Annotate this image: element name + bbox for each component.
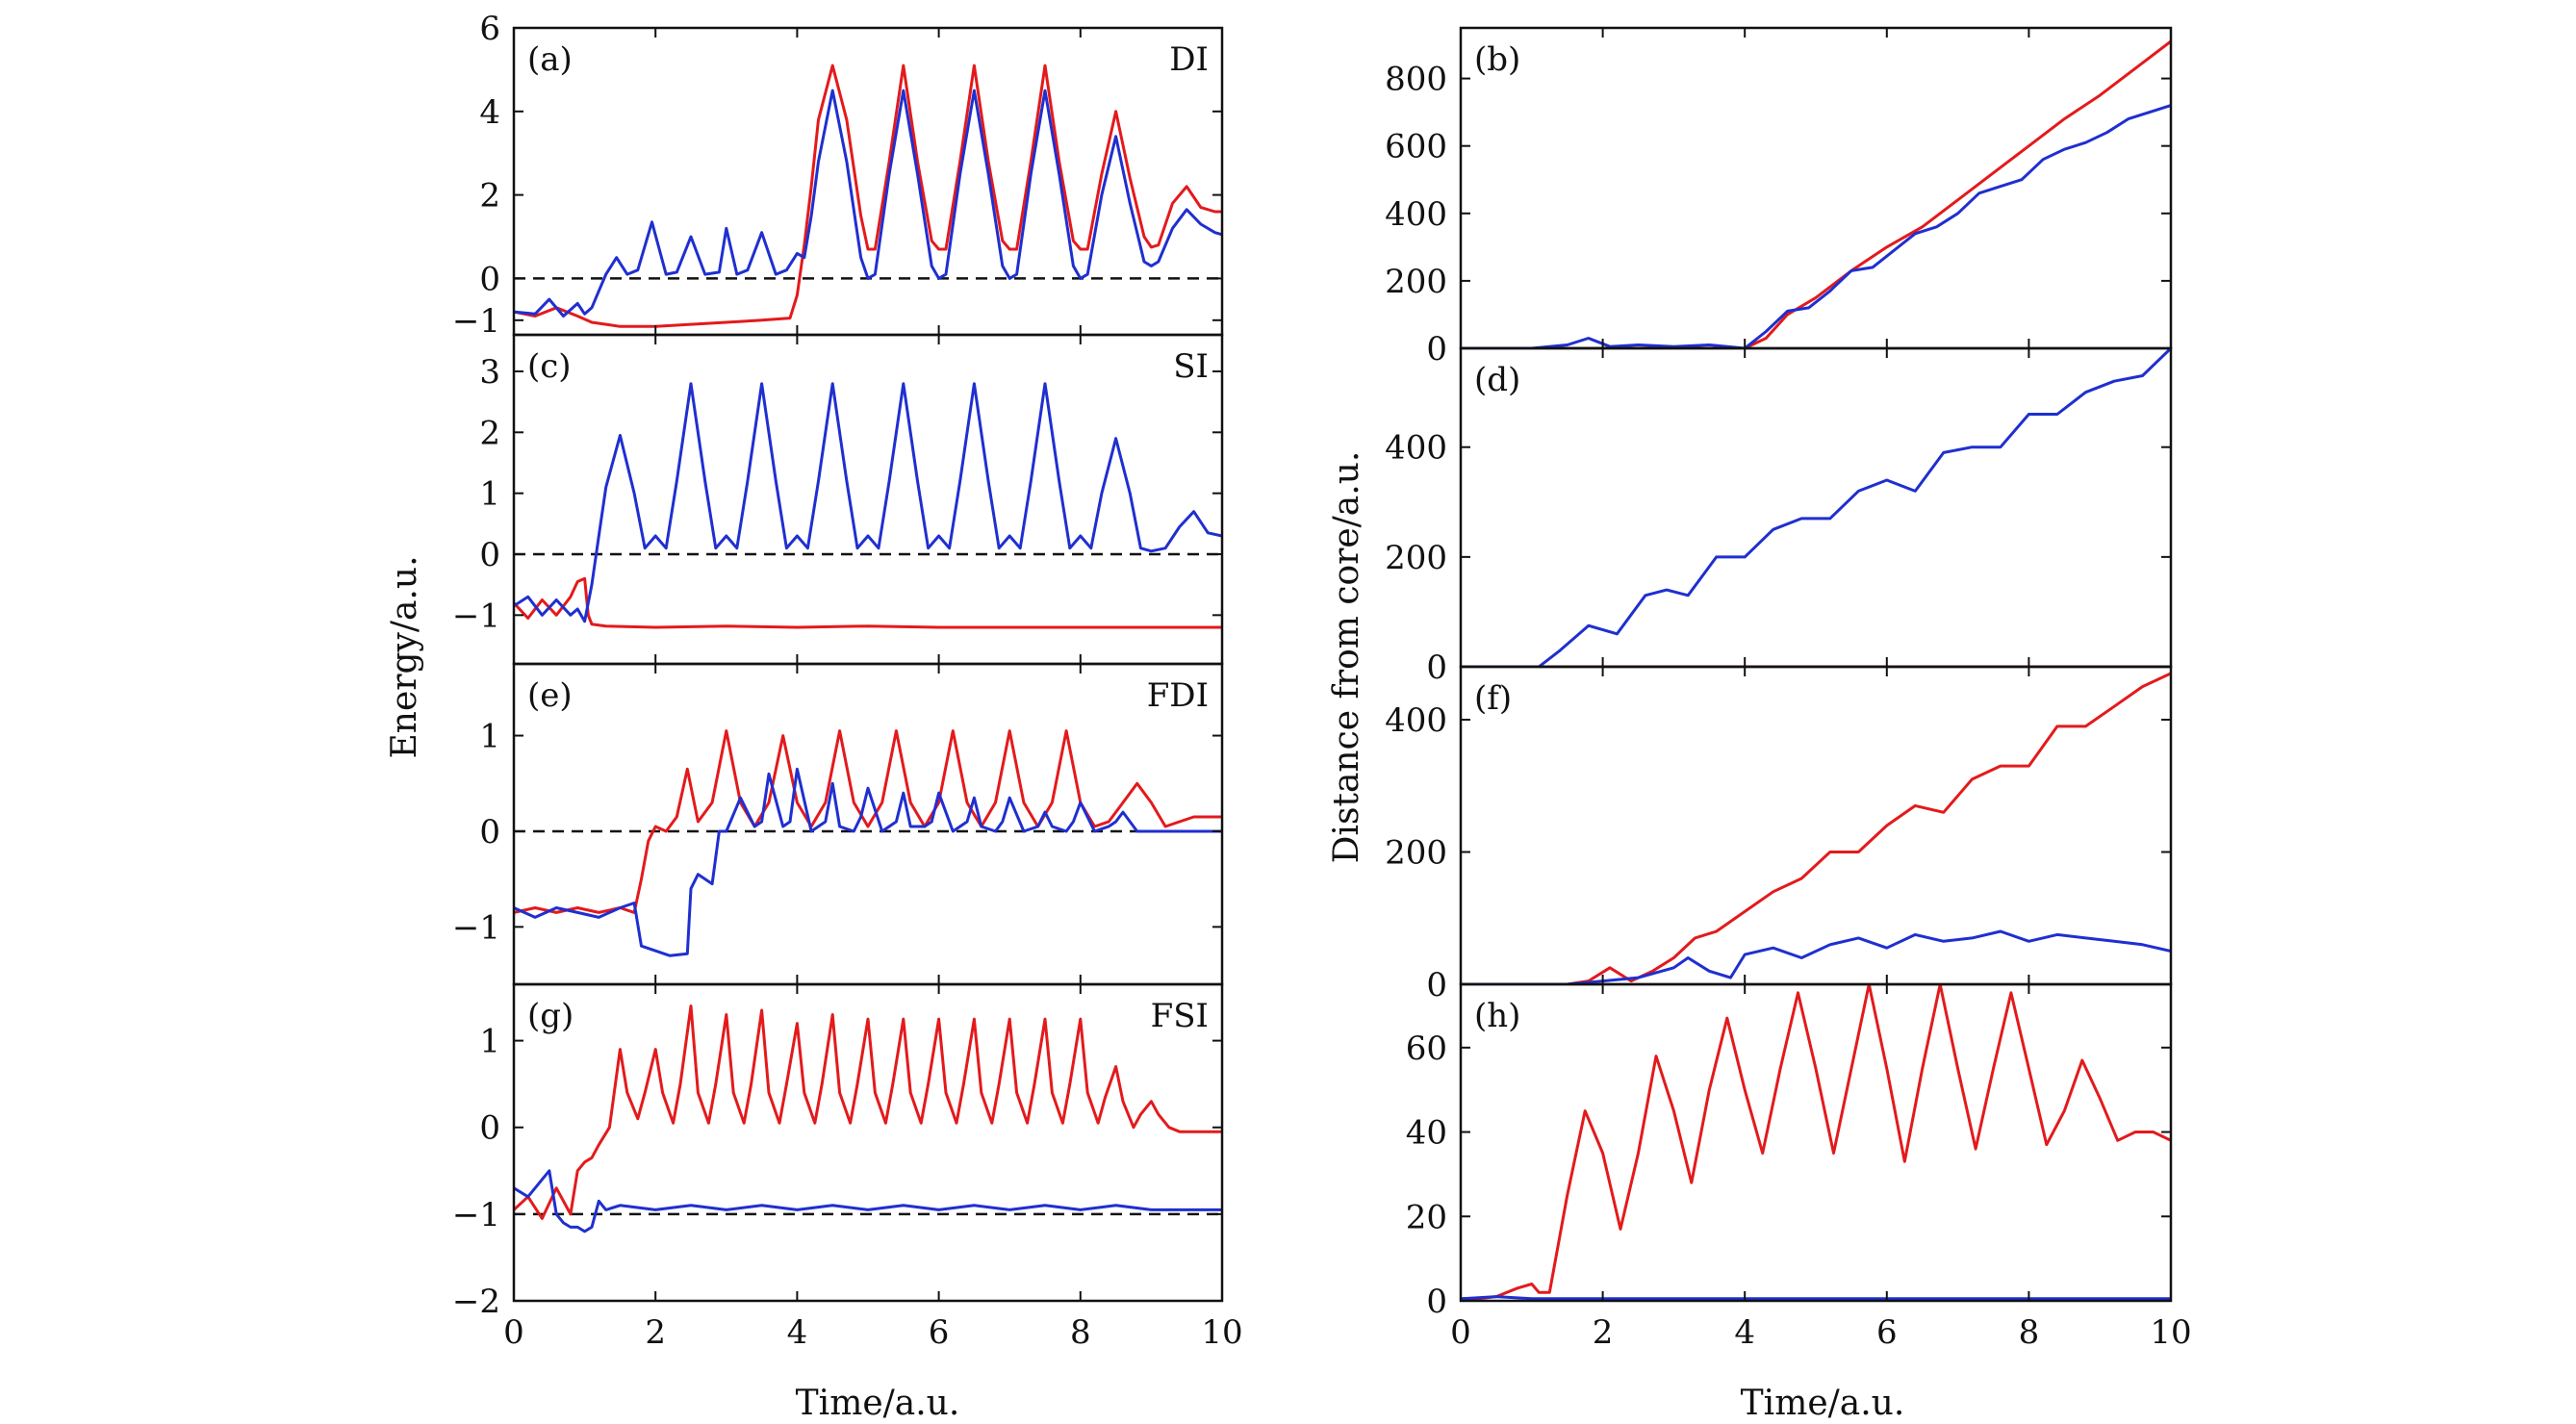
y-tick-label: 1 — [479, 475, 500, 514]
y-tick-label: 0 — [479, 813, 500, 852]
y-tick-label: 3 — [479, 353, 500, 392]
x-tick-label: 2 — [645, 1313, 666, 1352]
series-line-red — [1461, 672, 2171, 984]
y-tick-label: 0 — [1426, 330, 1447, 369]
panel-name: FSI — [1151, 997, 1209, 1035]
panel-frame — [512, 333, 1224, 666]
y-tick-label: 200 — [1385, 263, 1447, 301]
panel-frame — [1459, 982, 2173, 1303]
y-tick-label: −1 — [452, 302, 500, 341]
panel-frame — [1459, 26, 2173, 350]
y-tick-label: 400 — [1385, 195, 1447, 234]
y-tick-label: 400 — [1385, 429, 1447, 468]
panel-tag: (e) — [527, 676, 573, 715]
panel-tag: (a) — [527, 40, 573, 79]
y-tick-label: 800 — [1385, 61, 1447, 99]
right-x-axis-label: Time/a.u. — [1741, 1384, 1905, 1423]
x-tick-label: 4 — [1734, 1313, 1755, 1352]
panel-tag: (f) — [1474, 679, 1512, 718]
y-tick-label: 0 — [1426, 966, 1447, 1004]
panel-frame — [1459, 346, 2173, 669]
panel-b: 0 200 400 600 800 (b) — [1385, 26, 2173, 369]
y-tick-label: 60 — [1406, 1030, 1447, 1068]
y-tick-label: 20 — [1406, 1198, 1447, 1236]
right-y-axis-label: Distance from core/a.u. — [1327, 451, 1366, 864]
y-tick-label: −1 — [452, 1196, 500, 1234]
x-tick-label: 0 — [503, 1313, 524, 1352]
y-tick-label: 4 — [479, 93, 500, 132]
series-line-blue — [1461, 929, 2171, 984]
y-tick-label: 400 — [1385, 701, 1447, 740]
y-tick-label: 2 — [479, 177, 500, 216]
series-line-blue — [1461, 104, 2171, 348]
x-tick-label: 6 — [1876, 1313, 1898, 1352]
panel-tag: (g) — [527, 997, 574, 1035]
series-line-blue — [1461, 348, 2171, 667]
left-y-axis-label: Energy/a.u. — [385, 555, 424, 758]
x-tick-label: 8 — [1070, 1313, 1091, 1352]
panel-g: 0 2 4 6 8 10 −2 −1 0 1 (g) FSI — [452, 982, 1243, 1352]
panel-tag: (d) — [1474, 361, 1520, 399]
x-tick-label: 6 — [929, 1313, 950, 1352]
y-tick-label: 2 — [479, 414, 500, 452]
y-tick-label: −1 — [452, 908, 500, 947]
y-tick-label: 1 — [479, 1023, 500, 1061]
series-line-red — [1461, 984, 2171, 1301]
y-tick-label: 200 — [1385, 834, 1447, 873]
panel-tag: (b) — [1474, 40, 1520, 79]
series-line-blue — [514, 767, 1222, 957]
y-tick-label: 6 — [479, 10, 500, 48]
y-tick-label: 0 — [479, 536, 500, 574]
panel-f: 0 200 400 (f) — [1385, 665, 2173, 1004]
series-line-blue — [514, 89, 1222, 318]
x-tick-label: 10 — [2150, 1313, 2191, 1352]
panel-frame — [512, 26, 1224, 337]
series-line-blue — [1461, 1295, 2171, 1301]
y-tick-label: 0 — [479, 260, 500, 298]
y-tick-label: 0 — [1426, 1283, 1447, 1321]
x-tick-label: 0 — [1450, 1313, 1471, 1352]
panel-e: −1 0 1 (e) FDI — [452, 662, 1224, 986]
x-tick-label: 4 — [787, 1313, 808, 1352]
y-tick-label: 40 — [1406, 1114, 1447, 1153]
panel-h: 0 2 4 6 8 10 0 20 40 60 (h) — [1406, 982, 2192, 1352]
x-tick-label: 10 — [1201, 1313, 1242, 1352]
left-x-axis-label: Time/a.u. — [796, 1384, 960, 1423]
panel-name: SI — [1173, 347, 1209, 386]
series-line-red — [514, 64, 1222, 328]
series-line-blue — [514, 1169, 1222, 1233]
y-tick-label: 1 — [479, 718, 500, 756]
panel-tag: (c) — [527, 347, 572, 386]
series-line-blue — [514, 382, 1222, 623]
panel-c: −1 0 1 2 3 (c) SI — [452, 333, 1224, 666]
y-tick-label: −1 — [452, 597, 500, 635]
panel-tag: (h) — [1474, 997, 1520, 1035]
series-line-red — [514, 1004, 1222, 1220]
y-tick-label: 0 — [479, 1109, 500, 1148]
panel-name: DI — [1169, 40, 1209, 79]
y-tick-label: 0 — [1426, 648, 1447, 687]
y-tick-label: −2 — [452, 1283, 500, 1321]
x-tick-label: 8 — [2019, 1313, 2040, 1352]
panel-name: FDI — [1147, 676, 1209, 715]
x-tick-label: 2 — [1593, 1313, 1614, 1352]
series-line-red — [514, 729, 1222, 914]
y-tick-label: 200 — [1385, 539, 1447, 577]
panel-a: −1 0 2 4 6 (a) DI — [452, 10, 1224, 341]
y-tick-label: 600 — [1385, 128, 1447, 166]
series-line-red — [1461, 39, 2171, 348]
panel-d: 0 200 400 (d) — [1385, 346, 2173, 687]
panel-frame — [512, 982, 1224, 1303]
series-line-red — [514, 576, 1222, 629]
